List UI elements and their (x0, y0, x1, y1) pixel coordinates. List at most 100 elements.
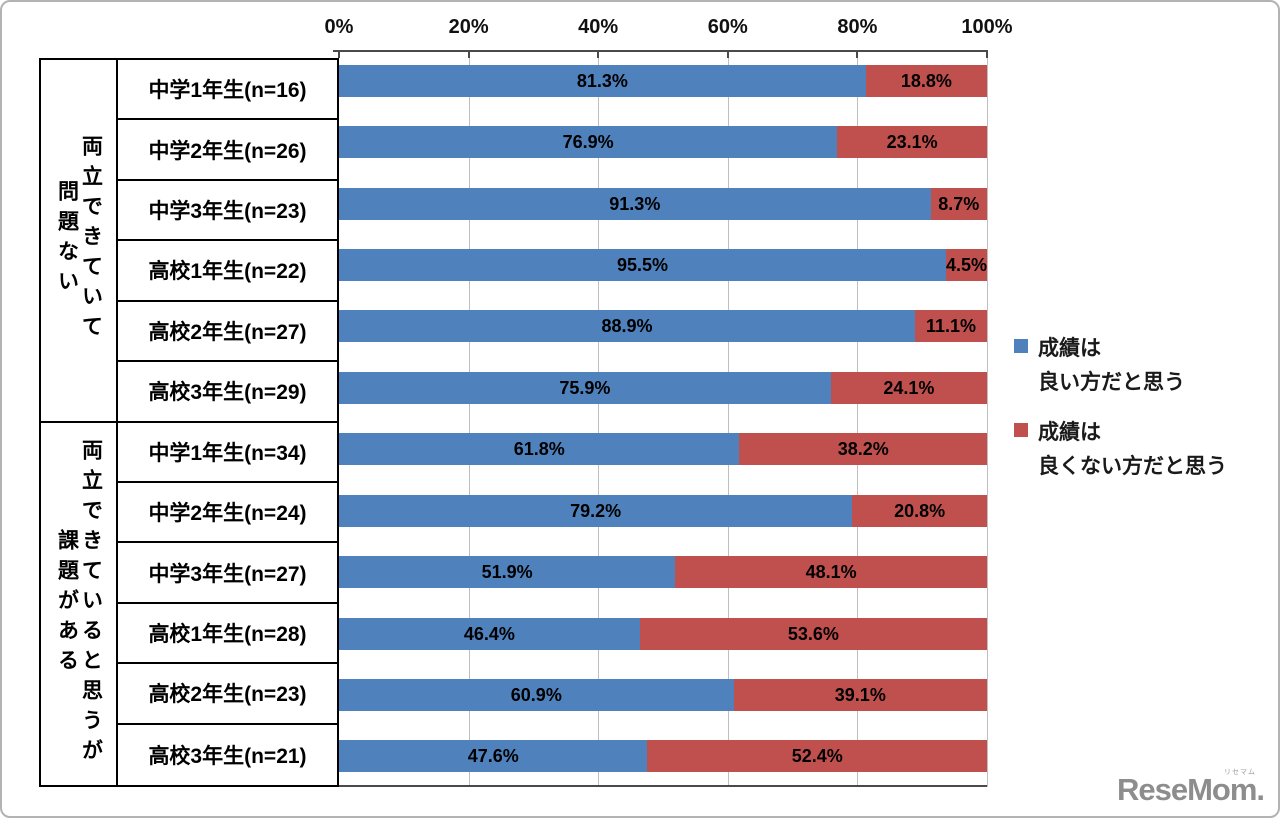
x-tick-mark (338, 50, 340, 58)
gridline (987, 50, 988, 787)
legend-swatch (1014, 423, 1028, 438)
bar-segment-positive: 95.5% (339, 248, 946, 281)
row-label: 高校1年生(n=28) (118, 604, 337, 665)
bar-row: 81.3% 18.8% (339, 50, 987, 111)
gridline (468, 50, 470, 787)
stacked-bar: 81.3% 18.8% (339, 64, 987, 97)
bar-row: 88.9% 11.1% (339, 296, 987, 357)
bar-segment-positive: 76.9% (339, 126, 838, 159)
bar-value-label: 79.2% (570, 500, 622, 521)
bar-segment-negative: 18.8% (865, 64, 987, 97)
bar-segment-negative: 38.2% (739, 433, 987, 466)
stacked-bar: 79.2% 20.8% (339, 494, 987, 527)
bar-row: 61.8% 38.2% (339, 419, 987, 480)
bar-row: 76.9% 23.1% (339, 111, 987, 172)
legend-label: 成績は 良い方だと思う (1038, 337, 1185, 394)
row-label: 高校2年生(n=23) (118, 664, 337, 725)
row-label: 中学2年生(n=24) (118, 483, 337, 544)
bar-value-label: 8.7% (938, 193, 980, 214)
bar-segment-negative: 48.1% (675, 556, 987, 589)
legend-item: 成績は 良くない方だと思う (1014, 416, 1227, 483)
bar-value-label: 39.1% (834, 684, 886, 705)
group-label-1: 両立できていて 問題ない (41, 60, 118, 423)
bar-value-label: 4.5% (945, 254, 987, 275)
bar-value-label: 88.9% (601, 316, 653, 337)
x-tick-label: 60% (707, 16, 748, 38)
bar-row: 46.4% 53.6% (339, 603, 987, 664)
logo-kana-text: リセマム (1224, 769, 1256, 776)
group-label-column: 両立できていて (79, 135, 103, 346)
bar-segment-positive: 75.9% (339, 371, 831, 404)
bar-value-label: 24.1% (883, 377, 935, 398)
bar-segment-positive: 47.6% (339, 740, 648, 773)
x-tick-label: 40% (578, 16, 619, 38)
row-label: 中学1年生(n=16) (118, 60, 337, 121)
row-label: 高校1年生(n=22) (118, 241, 337, 302)
bar-value-label: 53.6% (787, 623, 839, 644)
bar-row: 79.2% 20.8% (339, 480, 987, 541)
legend-item: 成績は 良い方だと思う (1014, 332, 1227, 399)
bar-segment-negative: 39.1% (733, 678, 987, 711)
group-label-column: 課題がある (55, 528, 79, 679)
bar-segment-positive: 88.9% (339, 310, 916, 343)
bar-series: 81.3% 18.8% 76.9% 23.1% 91.3% 8.7% 95.5% 4.5% 88… (339, 50, 987, 787)
bar-value-label: 48.1% (805, 562, 857, 583)
category-table: 両立できていて 問題ない 両立できていると思うが 課題がある 中学1年生(n=16) 中学… (39, 58, 339, 787)
gridline (727, 50, 729, 787)
bar-segment-positive: 91.3% (339, 187, 931, 220)
bar-row: 47.6% 52.4% (339, 726, 987, 787)
x-tick-label: 80% (837, 16, 878, 38)
row-label: 中学3年生(n=23) (118, 181, 337, 242)
bar-segment-positive: 81.3% (339, 64, 866, 97)
gridline (598, 50, 600, 787)
bar-segment-negative: 23.1% (837, 126, 987, 159)
bar-row: 91.3% 8.7% (339, 173, 987, 234)
bar-row: 75.9% 24.1% (339, 357, 987, 418)
bar-value-label: 81.3% (576, 70, 628, 91)
row-label: 中学1年生(n=34) (118, 423, 337, 483)
x-tick-mark (726, 50, 729, 58)
row-label: 中学2年生(n=26) (118, 120, 337, 181)
resemom-logo: リセマム ReseMom. (1116, 769, 1265, 808)
bar-segment-positive: 79.2% (339, 494, 853, 527)
stacked-bar: 75.9% 24.1% (339, 371, 987, 404)
bar-value-label: 76.9% (562, 132, 614, 153)
bar-value-label: 60.9% (510, 684, 562, 705)
bar-segment-positive: 51.9% (339, 556, 676, 589)
legend-swatch (1014, 339, 1028, 353)
stacked-bar: 88.9% 11.1% (339, 310, 987, 343)
bar-row: 51.9% 48.1% (339, 541, 987, 602)
bar-value-label: 91.3% (609, 193, 661, 214)
stacked-bar: 91.3% 8.7% (339, 187, 987, 220)
bar-value-label: 11.1% (926, 316, 977, 337)
bar-segment-positive: 61.8% (339, 433, 740, 466)
group-label-column: 両立できていると思うが (79, 438, 103, 769)
stacked-bar: 47.6% 52.4% (339, 740, 987, 773)
plot-area: 81.3% 18.8% 76.9% 23.1% 91.3% 8.7% 95.5% 4.5% 88… (333, 50, 988, 787)
bar-value-label: 18.8% (900, 70, 952, 91)
bar-value-label: 47.6% (467, 746, 519, 767)
bar-segment-negative: 52.4% (647, 740, 987, 773)
stacked-bar: 60.9% 39.1% (339, 678, 987, 711)
bar-value-label: 20.8% (894, 500, 946, 521)
bar-segment-positive: 60.9% (339, 678, 734, 711)
logo-text: ReseMom. (1116, 772, 1265, 807)
group-label-2: 両立できていると思うが 課題がある (41, 422, 118, 785)
bar-segment-negative: 4.5% (945, 248, 987, 281)
x-axis-line (333, 50, 987, 52)
stacked-bar: 61.8% 38.2% (339, 433, 987, 466)
x-tick-label: 20% (448, 16, 489, 38)
x-tick-mark (467, 50, 470, 58)
x-tick-mark (986, 50, 988, 58)
stacked-bar: 76.9% 23.1% (339, 126, 987, 159)
bar-value-label: 46.4% (463, 623, 515, 644)
bar-value-label: 23.1% (886, 132, 938, 153)
legend: 成績は 良い方だと思う成績は 良くない方だと思う (1014, 332, 1227, 500)
x-tick-label: 0% (324, 16, 354, 38)
row-label: 中学3年生(n=27) (118, 543, 337, 604)
row-label: 高校3年生(n=21) (148, 744, 307, 768)
x-tick-label: 100% (961, 16, 1013, 38)
bar-value-label: 38.2% (837, 439, 889, 460)
stacked-bar: 46.4% 53.6% (339, 617, 987, 650)
